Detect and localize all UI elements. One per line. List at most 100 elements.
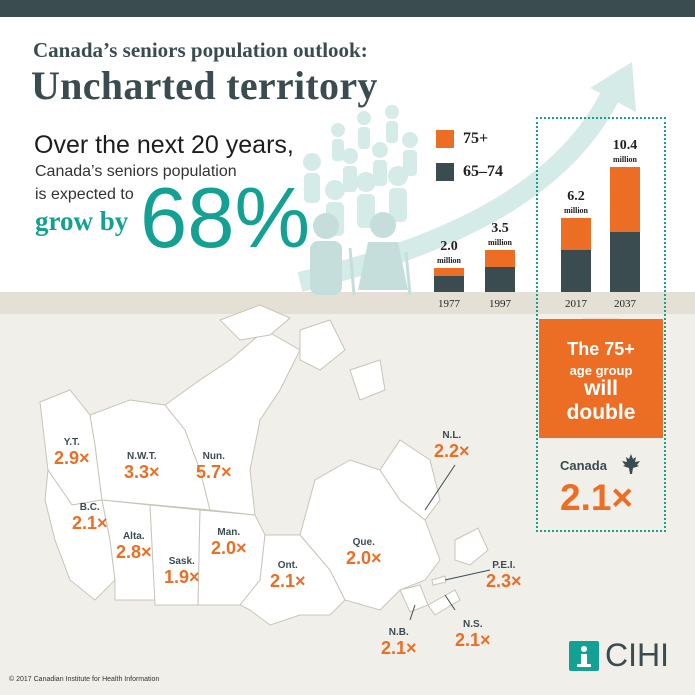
page-title: Uncharted territory [31, 63, 378, 108]
province-nun: Nun. 5.7× [196, 451, 232, 483]
map-quebec [299, 459, 441, 611]
province-value: 2.2× [434, 441, 470, 461]
province-name: P.E.I. [492, 560, 516, 571]
bar-total-label: 2.0 [440, 239, 458, 254]
province-yt: Y.T. 2.9× [54, 437, 90, 469]
bar-year-label: 1977 [438, 298, 460, 310]
copyright: © 2017 Canadian Institute for Health Inf… [9, 676, 160, 683]
province-value: 2.8× [116, 542, 152, 562]
province-nb: N.B. 2.1× [381, 627, 417, 659]
province-name: Y.T. [63, 437, 80, 448]
province-que: Que. 2.0× [346, 537, 382, 569]
province-ns: N.S. 2.1× [455, 619, 491, 651]
province-name: N.W.T. [127, 451, 157, 462]
province-alta: Alta. 2.8× [116, 531, 152, 563]
province-name: Sask. [168, 556, 195, 567]
map-nunavut-islands-2 [299, 319, 346, 371]
province-value: 2.9× [54, 448, 90, 468]
province-value: 2.0× [211, 538, 247, 558]
intro-line-2: Canada’s seniors population [35, 163, 237, 180]
callout-line-3: will [584, 377, 618, 400]
map-newfoundland-labrador [379, 439, 441, 521]
cihi-logo-text: CIHI [605, 637, 669, 673]
callout-line-1: The 75+ [567, 339, 635, 359]
highlight-box [536, 117, 666, 532]
legend-swatch-75plus [436, 130, 454, 148]
bar-1997-65-74 [485, 266, 515, 292]
province-value: 2.1× [455, 630, 491, 650]
leader-line-pei [444, 569, 491, 581]
province-name: Man. [217, 527, 241, 538]
intro-over: Over the next 20 years, [34, 131, 294, 159]
bar-1977-75plus [434, 268, 464, 277]
top-bar [0, 0, 695, 17]
province-name: Alta. [122, 531, 145, 542]
seniors-silhouettes-icon [303, 105, 418, 236]
legend-swatch-65-74 [436, 163, 454, 181]
callout-box: The 75+ age group will double [539, 319, 663, 438]
province-name: Que. [352, 537, 375, 548]
province-value: 1.9× [164, 567, 200, 587]
bar-total-unit: million [436, 256, 461, 265]
bar-year-label: 2037 [614, 298, 636, 310]
province-ont: Ont. 2.1× [270, 560, 306, 592]
province-nwt: N.W.T. 3.3× [124, 451, 160, 483]
bar-total-label: 10.4 [612, 138, 638, 154]
canada-multiplier: 2.1× [560, 477, 634, 518]
province-pei: P.E.I. 2.3× [486, 560, 522, 592]
growth-arrow-head [590, 62, 636, 112]
province-name: Ont. [277, 560, 298, 571]
bar-1997-75plus [485, 250, 515, 267]
legend-label-75plus: 75+ [463, 130, 489, 147]
bar-total-unit: million [487, 238, 512, 247]
bar-total-unit: million [612, 155, 637, 165]
map-nunavut-islands [219, 304, 291, 341]
province-name: B.C. [79, 502, 100, 513]
bar-2037-65-74 [610, 232, 640, 292]
province-value: 5.7× [196, 462, 232, 482]
map-newfoundland-island [454, 527, 489, 566]
decor-layer [297, 62, 636, 296]
bar-total-unit: million [563, 205, 588, 215]
map-bc [44, 468, 116, 601]
province-nl: N.L. 2.2× [434, 430, 470, 462]
maple-leaf-icon [622, 454, 640, 474]
growth-percent: 68% [140, 171, 311, 266]
canada-map [39, 304, 491, 626]
title-line-1: Canada’s seniors population outlook: [33, 38, 368, 62]
senior-couple-icon [310, 212, 412, 296]
bar-2037-75plus [610, 167, 640, 232]
leader-line-ns [444, 594, 456, 611]
map-sask [149, 504, 201, 606]
province-value: 3.3× [124, 462, 160, 482]
bar-2017-75plus [561, 217, 591, 250]
bar-total-label: 3.5 [491, 221, 509, 236]
province-name: N.B. [388, 627, 409, 638]
province-name: Nun. [202, 451, 225, 462]
callout-line-4: double [566, 401, 636, 424]
province-bc: B.C. 2.1× [72, 502, 108, 534]
cihi-logo-icon [569, 641, 599, 671]
province-man: Man. 2.0× [211, 527, 247, 559]
map-nunavut [164, 329, 301, 516]
province-value: 2.1× [270, 571, 306, 591]
legend-label-65-74: 65–74 [463, 163, 503, 180]
map-nova-scotia [427, 589, 461, 616]
canada-label: Canada [560, 458, 607, 473]
province-name: N.S. [463, 619, 483, 630]
bar-2017-65-74 [561, 250, 591, 292]
intro-line-3: is expected to [35, 186, 134, 203]
callout-line-2: age group [569, 363, 633, 378]
leader-line-nl [424, 464, 456, 511]
map-nunavut-islands-3 [349, 359, 386, 401]
province-value: 2.3× [486, 571, 522, 591]
intro-grow: grow by [35, 206, 129, 236]
baseline-band [0, 292, 695, 314]
bar-year-label: 2017 [565, 298, 587, 310]
map-pei [431, 575, 447, 586]
province-value: 2.0× [346, 548, 382, 568]
province-name: N.L. [442, 430, 462, 441]
leader-line-nb [409, 604, 416, 621]
bar-year-label: 1997 [489, 298, 511, 310]
